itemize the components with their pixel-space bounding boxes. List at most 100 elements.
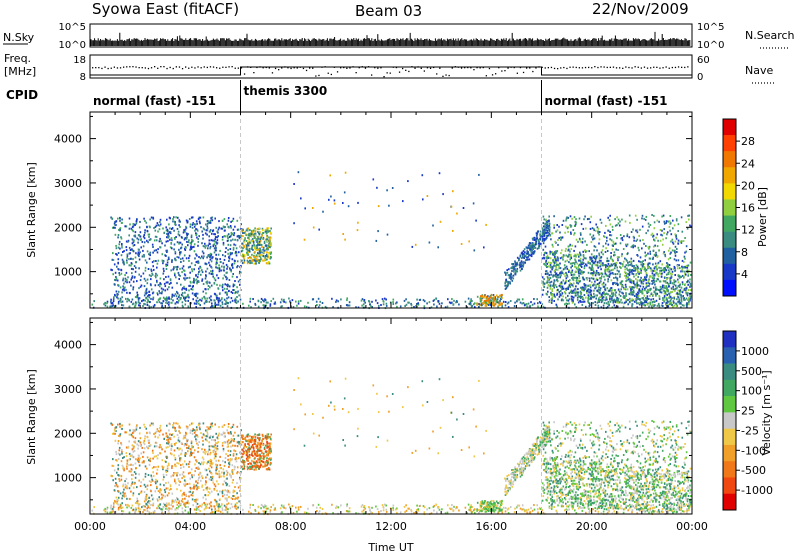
- power-echo: [205, 300, 208, 303]
- power-echo: [637, 298, 640, 301]
- power-echo: [681, 265, 683, 268]
- power-echo: [538, 244, 541, 247]
- velocity-echo: [602, 504, 604, 507]
- power-echo: [637, 246, 640, 249]
- power-echo: [348, 301, 351, 304]
- power-echo: [638, 272, 640, 275]
- power-echo: [117, 284, 119, 286]
- velocity-echo: [121, 510, 123, 513]
- power-echo: [150, 297, 152, 300]
- power-echo: [631, 270, 633, 273]
- power-echo: [375, 239, 378, 242]
- power-echo: [251, 233, 254, 236]
- power-echo: [543, 230, 545, 233]
- power-echo: [670, 275, 673, 278]
- power-echo: [677, 242, 680, 245]
- power-echo: [214, 305, 216, 308]
- power-echo: [538, 242, 541, 245]
- power-echo: [626, 288, 629, 291]
- power-echo: [650, 233, 653, 236]
- power-echo: [626, 267, 628, 270]
- velocity-echo: [217, 509, 220, 512]
- power-echo: [167, 232, 170, 235]
- power-echo: [688, 299, 690, 302]
- power-echo: [497, 296, 499, 298]
- power-echo: [680, 300, 683, 303]
- power-echo: [575, 306, 578, 309]
- power-echo: [601, 249, 604, 252]
- nave-dot: [191, 66, 193, 68]
- power-echo: [645, 290, 648, 293]
- power-echo: [171, 247, 173, 250]
- power-echo: [230, 220, 232, 223]
- power-echo: [493, 295, 495, 298]
- power-echo: [510, 275, 513, 278]
- power-echo: [539, 302, 542, 304]
- power-echo: [201, 297, 204, 300]
- power-echo: [537, 305, 539, 308]
- power-echo: [603, 235, 605, 238]
- power-echo: [223, 274, 226, 277]
- velocity-echo: [658, 512, 661, 515]
- power-echo: [216, 230, 219, 233]
- power-echo: [607, 289, 610, 292]
- power-echo: [289, 300, 291, 303]
- power-echo: [640, 300, 642, 303]
- power-echo: [675, 237, 678, 240]
- nave-dot: [442, 75, 444, 77]
- power-echo: [139, 251, 141, 254]
- power-echo: [549, 226, 551, 229]
- power-echo: [110, 305, 112, 308]
- power-echo: [236, 228, 239, 231]
- power-echo: [645, 273, 648, 276]
- power-echo: [165, 276, 167, 278]
- power-echo: [660, 269, 663, 272]
- velocity-echo: [606, 511, 609, 514]
- power-echo: [607, 229, 610, 232]
- power-echo: [634, 285, 637, 288]
- velocity-echo: [644, 510, 646, 513]
- power-echo: [170, 298, 173, 301]
- power-echo: [648, 257, 651, 260]
- power-echo: [532, 244, 534, 247]
- velocity-echo: [551, 505, 553, 508]
- power-echo: [661, 287, 663, 290]
- power-echo: [491, 302, 494, 305]
- power-echo: [510, 272, 512, 275]
- power-echo: [582, 300, 584, 303]
- power-echo: [493, 297, 495, 300]
- power-echo: [208, 296, 211, 299]
- power-echo: [596, 294, 598, 297]
- power-echo: [259, 231, 261, 234]
- power-echo: [355, 306, 357, 309]
- power-echo: [258, 261, 260, 264]
- nave-dot: [631, 67, 633, 69]
- power-echo: [158, 298, 160, 301]
- power-echo: [263, 251, 265, 254]
- power-echo: [118, 274, 121, 276]
- power-echo: [556, 278, 558, 281]
- power-echo: [222, 262, 225, 265]
- power-echo: [636, 306, 638, 309]
- velocity-echo: [566, 505, 568, 508]
- power-echo: [543, 252, 546, 255]
- power-echo: [186, 277, 189, 279]
- power-echo: [611, 292, 613, 295]
- power-echo: [135, 220, 138, 223]
- power-echo: [634, 245, 636, 248]
- power-echo: [219, 304, 222, 307]
- power-echo: [663, 271, 666, 274]
- velocity-echo: [137, 507, 140, 510]
- power-echo: [638, 260, 640, 263]
- power-echo: [148, 253, 150, 256]
- power-echo: [222, 277, 224, 280]
- power-echo: [180, 246, 183, 249]
- power-echo: [259, 238, 262, 241]
- power-echo: [632, 244, 635, 247]
- power-echo: [255, 255, 258, 258]
- power-echo: [670, 240, 672, 243]
- power-echo: [222, 289, 224, 292]
- velocity-echo: [161, 512, 163, 515]
- freq-tick-top: 18: [73, 55, 86, 66]
- power-echo: [597, 227, 600, 230]
